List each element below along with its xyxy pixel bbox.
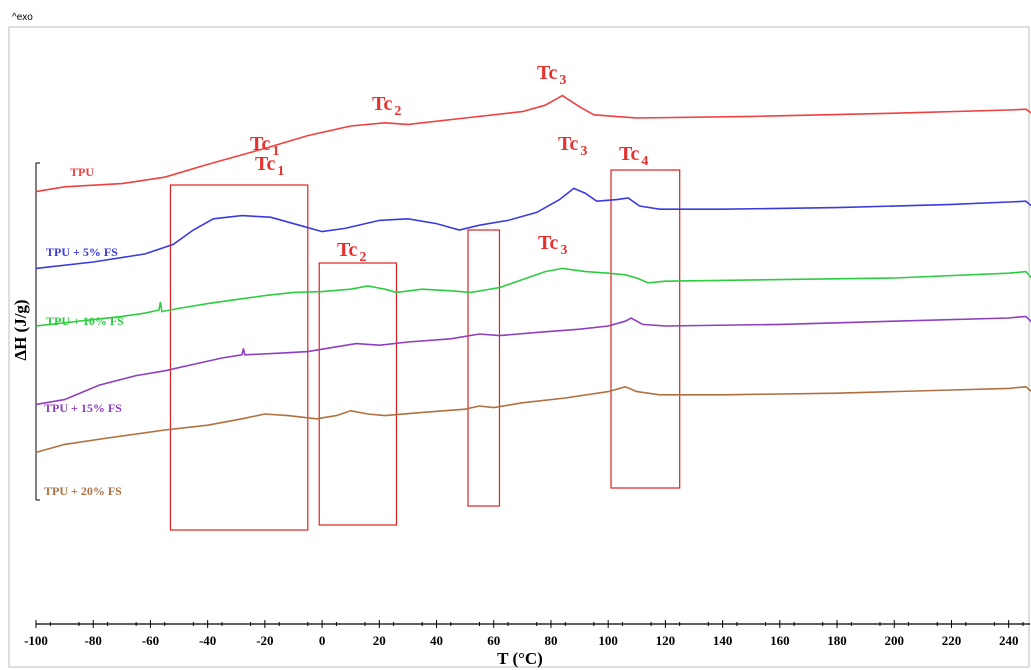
x-tick-label: 20 xyxy=(373,633,386,648)
series-line xyxy=(35,187,1031,270)
x-ticks xyxy=(35,620,1024,628)
peak-label: Tc 1 xyxy=(250,133,279,159)
peak-label: Tc 1 xyxy=(255,153,284,179)
series-line xyxy=(35,94,1031,193)
y-axis-bracket xyxy=(35,162,40,501)
x-tick-label: -100 xyxy=(24,633,48,648)
peak-annotations: Tc 1 Tc 2 Tc 3 Tc 1 Tc 3 Tc 4 Tc 2 Tc 3 xyxy=(250,62,648,265)
peak-label: Tc 3 xyxy=(538,232,567,258)
x-tick-label: 240 xyxy=(999,633,1019,648)
series-line xyxy=(35,385,1031,454)
series-label: TPU + 5% FS xyxy=(46,245,118,259)
peak-label: Tc 3 xyxy=(558,133,587,159)
x-tick-label: 160 xyxy=(770,633,790,648)
series-label: TPU + 15% FS xyxy=(44,401,122,415)
plot-frame xyxy=(8,26,1030,668)
x-tick-label: 200 xyxy=(885,633,905,648)
x-tick-label: 140 xyxy=(713,633,733,648)
x-tick-label: -40 xyxy=(199,633,216,648)
highlight-box xyxy=(318,262,398,526)
series-line xyxy=(35,267,1031,327)
x-tick-label: 0 xyxy=(319,633,326,648)
x-tick-label: -60 xyxy=(142,633,159,648)
peak-label: Tc 3 xyxy=(537,62,566,88)
x-tick-label: 80 xyxy=(544,633,557,648)
highlight-box xyxy=(169,184,309,531)
x-tick-labels: -100 -80 -60 -40 -20 0 20 40 60 80 100 120 140 160 180… xyxy=(24,633,1018,648)
curve-labels: TPU TPU + 5% FS TPU + 10% FS TPU + 15% FS TP… xyxy=(44,165,124,498)
series-label: TPU xyxy=(70,165,94,179)
x-tick-label: -20 xyxy=(256,633,273,648)
x-tick-label: 180 xyxy=(827,633,847,648)
exo-corner-label: ^exo xyxy=(12,12,33,23)
peak-label: Tc 2 xyxy=(372,93,401,119)
series-label: TPU + 10% FS xyxy=(46,314,124,328)
highlight-box xyxy=(467,229,501,507)
series-label: TPU + 20% FS xyxy=(44,484,122,498)
peak-label: Tc 2 xyxy=(337,239,366,265)
series-line xyxy=(35,315,1031,406)
curves xyxy=(35,94,1031,454)
x-axis-label: T (°C) xyxy=(497,649,543,668)
x-tick-label: 220 xyxy=(942,633,962,648)
x-tick-label: 100 xyxy=(598,633,618,648)
x-tick-label: 60 xyxy=(487,633,500,648)
x-tick-label: 120 xyxy=(656,633,676,648)
y-axis-label: ΔH (J/g) xyxy=(11,299,30,360)
highlight-box xyxy=(610,169,681,489)
x-tick-label: -80 xyxy=(85,633,102,648)
peak-label: Tc 4 xyxy=(619,143,648,169)
highlight-boxes xyxy=(169,169,681,531)
x-tick-label: 40 xyxy=(430,633,443,648)
